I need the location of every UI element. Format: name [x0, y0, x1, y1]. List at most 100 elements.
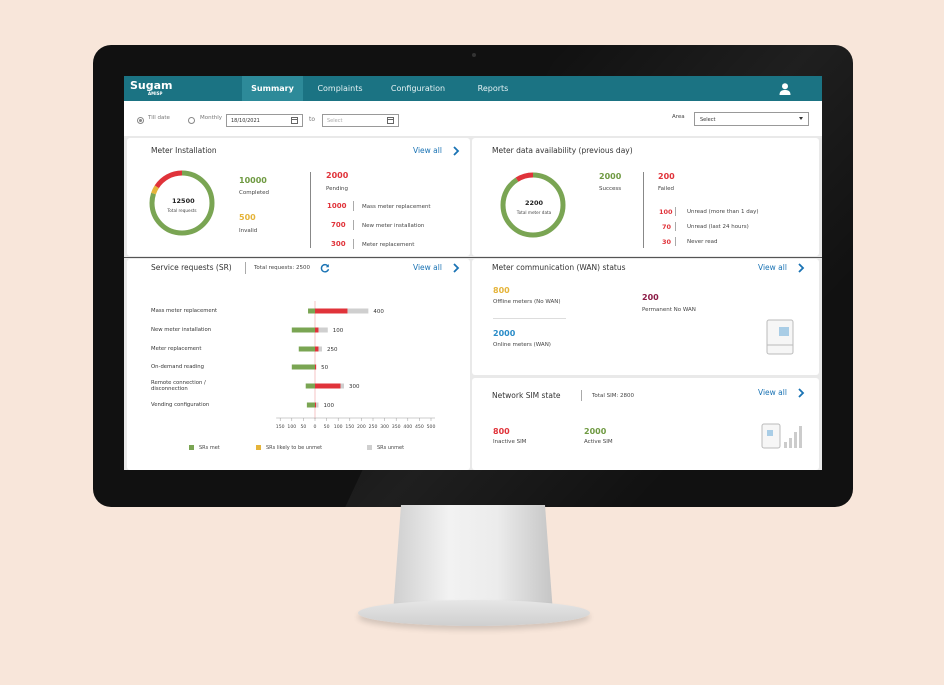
calendar-icon[interactable] — [387, 117, 394, 124]
bar-total-label: 250 — [327, 347, 338, 353]
failed-value: 200 — [658, 172, 675, 181]
breakdown-label: Meter replacement — [362, 242, 415, 248]
from-date-input[interactable]: 18/10/2021 — [226, 114, 303, 127]
nav-summary[interactable]: Summary — [242, 76, 303, 101]
category-label: Mass meter replacement — [151, 308, 218, 314]
bar-unmet-grey — [340, 383, 344, 389]
breakdown-label: Mass meter replacement — [362, 204, 431, 210]
invalid-value: 500 — [239, 213, 256, 222]
card-title: Meter data availability (previous day) — [492, 146, 633, 155]
title-divider — [581, 390, 582, 401]
divider — [310, 172, 311, 248]
legend-swatch — [256, 445, 261, 450]
bar-unmet — [315, 308, 348, 314]
view-all-link[interactable]: View all — [413, 146, 442, 155]
sim-state-card: Network SIM state Total SIM: 2800 View a… — [472, 378, 819, 470]
filter-bar: Till date Monthly 18/10/2021 to Select A… — [124, 101, 822, 136]
bar-unmet — [315, 364, 317, 370]
nav-reports[interactable]: Reports — [477, 84, 509, 93]
wan-status-card: Meter communication (WAN) status View al… — [472, 259, 819, 375]
bar-total-label: 50 — [321, 365, 328, 371]
x-tick-label: 400 — [403, 424, 412, 430]
breakdown-label: Unread (more than 1 day) — [687, 209, 759, 215]
to-date-input[interactable]: Select — [322, 114, 399, 127]
category-label: New meter installation — [151, 327, 212, 333]
view-all-link[interactable]: View all — [758, 263, 787, 272]
till-date-label: Till date — [148, 115, 170, 121]
meter-data-card: Meter data availability (previous day) 2… — [472, 138, 819, 256]
chevron-right-icon[interactable] — [452, 146, 460, 156]
offline-value: 800 — [493, 286, 510, 295]
total-sim: Total SIM: 2800 — [592, 393, 635, 399]
monthly-radio[interactable] — [188, 117, 195, 124]
online-value: 2000 — [493, 329, 516, 338]
user-icon[interactable] — [778, 82, 792, 96]
pending-value: 2000 — [326, 171, 349, 180]
breakdown-divider — [353, 239, 354, 249]
success-label: Success — [599, 186, 622, 192]
monitor-neck — [393, 505, 553, 613]
legend-swatch — [367, 445, 372, 450]
legend-label: SRs met — [199, 445, 220, 451]
category-label: On-demand reading — [151, 364, 204, 370]
webcam — [472, 53, 476, 57]
bar-met — [308, 308, 315, 314]
x-tick-label: 300 — [380, 424, 389, 430]
breakdown-label: Unread (last 24 hours) — [687, 224, 749, 230]
legend-label: SRs unmet — [377, 445, 405, 451]
breakdown-value: 300 — [331, 240, 346, 248]
offline-label: Offline meters (No WAN) — [493, 299, 561, 305]
monitor-base — [358, 600, 590, 626]
completed-label: Completed — [239, 190, 269, 196]
bar-unmet — [315, 383, 341, 389]
permanent-value: 200 — [642, 293, 659, 302]
active-label: Active SIM — [584, 439, 613, 445]
service-requests-card: Service requests (SR) Total requests: 25… — [127, 259, 470, 470]
bar-total-label: 100 — [323, 403, 334, 409]
bar-met — [305, 383, 315, 389]
till-date-radio[interactable] — [137, 117, 144, 124]
view-all-link[interactable]: View all — [413, 263, 442, 272]
donut-total-label: Total meter data — [516, 210, 552, 215]
nav-configuration[interactable]: Configuration — [390, 84, 446, 93]
x-tick-label: 500 — [427, 424, 436, 430]
title-divider — [245, 262, 246, 274]
view-all-link[interactable]: View all — [758, 388, 787, 397]
calendar-icon[interactable] — [291, 117, 298, 124]
area-select[interactable]: Select — [694, 112, 809, 126]
brand-subtitle: AMISP — [148, 91, 163, 96]
brand-logo[interactable]: Sugam AMISP — [130, 79, 173, 96]
x-tick-label: 250 — [369, 424, 378, 430]
from-date-value: 18/10/2021 — [231, 118, 260, 124]
x-tick-label: 50 — [300, 424, 306, 430]
sim-signal-icon — [761, 423, 802, 449]
card-title: Network SIM state — [492, 391, 561, 400]
bar-met — [306, 402, 315, 408]
x-tick-label: 100 — [334, 424, 343, 430]
x-tick-label: 100 — [287, 424, 296, 430]
active-value: 2000 — [584, 427, 607, 436]
refresh-icon[interactable] — [320, 263, 330, 273]
bar-unmet-grey — [318, 346, 322, 352]
nav-complaints[interactable]: Complaints — [317, 84, 363, 93]
bar-unmet — [315, 327, 319, 333]
breakdown-label: New meter installation — [362, 223, 425, 229]
breakdown-divider — [353, 201, 354, 211]
donut-total: 2200 — [524, 199, 544, 207]
pending-label: Pending — [326, 186, 348, 192]
breakdown-divider — [675, 222, 676, 231]
monitor-bezel: Sugam AMISP Summary Complaints Configura… — [93, 45, 853, 507]
donut-total: 12500 — [172, 197, 195, 205]
breakdown-value: 100 — [659, 208, 673, 216]
breakdown-value: 30 — [662, 238, 672, 246]
category-label: Meter replacement — [151, 346, 202, 352]
meter-data-donut — [500, 172, 566, 238]
chevron-right-icon[interactable] — [797, 263, 805, 273]
breakdown-divider — [353, 220, 354, 230]
chevron-right-icon[interactable] — [452, 263, 460, 273]
inactive-label: Inactive SIM — [493, 439, 527, 445]
brand-name: Sugam — [130, 79, 173, 92]
chevron-right-icon[interactable] — [797, 388, 805, 398]
bar-unmet-grey — [318, 327, 328, 333]
